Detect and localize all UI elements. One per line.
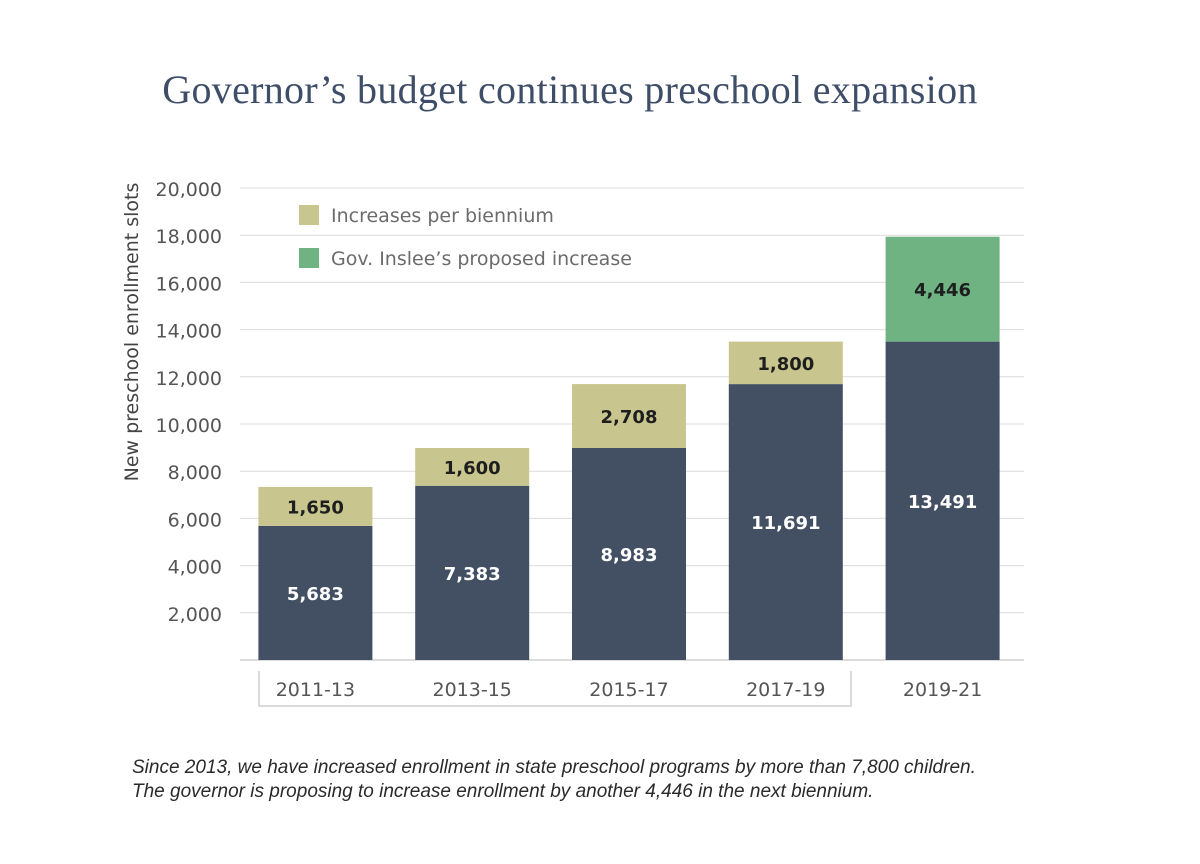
bar-value-label: 8,983 [601,545,658,566]
bar-segment [885,236,1000,342]
bar-value-label: 7,383 [444,564,501,585]
bar-segment [258,525,373,660]
legend-label: Gov. Inslee’s proposed increase [331,248,632,270]
category-bracket [258,671,852,707]
x-tick-label: 2019-21 [903,679,982,701]
y-tick-label: 14,000 [156,321,222,343]
y-tick-label: 18,000 [156,226,222,248]
y-tick-label: 2,000 [168,604,222,626]
y-tick-label: 20,000 [156,179,222,201]
x-tick-label: 2015-17 [589,679,668,701]
legend-label: Increases per biennium [331,205,554,227]
x-tick-label: 2013-15 [433,679,512,701]
legend-swatch [299,205,319,225]
y-tick-label: 12,000 [156,368,222,390]
chart-title: Governor’s budget continues preschool ex… [162,67,978,112]
x-tick-label: 2017-19 [746,679,825,701]
bar-segment [885,341,1000,660]
bar-segment [415,448,530,486]
caption-line-1: Since 2013, we have increased enrollment… [132,757,976,778]
bar-segment [572,384,686,449]
y-tick-label: 6,000 [168,509,222,531]
y-tick-label: 10,000 [156,415,222,437]
bar-value-label: 1,800 [757,354,814,375]
y-tick-label: 16,000 [156,273,222,295]
chart-caption: Since 2013, we have increased enrollment… [132,756,976,804]
y-tick-label: 4,000 [168,557,222,579]
bar-segment [258,486,373,526]
bar-value-label: 11,691 [751,513,820,534]
bar-segment [728,384,843,660]
bar-segment [415,485,530,660]
bar-value-label: 1,600 [444,458,501,479]
x-tick-label: 2011-13 [276,679,355,701]
legend-swatch [299,248,319,268]
bar-value-label: 4,446 [914,280,971,301]
bar-value-label: 1,650 [287,497,344,518]
y-tick-label: 8,000 [168,462,222,484]
y-axis-label: New preschool enrollment slots [121,183,143,482]
bar-segment [572,448,686,660]
bar-segment [728,341,843,385]
bar-value-label: 5,683 [287,584,344,605]
bar-value-label: 13,491 [908,492,977,513]
caption-line-2: The governor is proposing to increase en… [132,781,874,802]
bar-value-label: 2,708 [601,407,658,428]
